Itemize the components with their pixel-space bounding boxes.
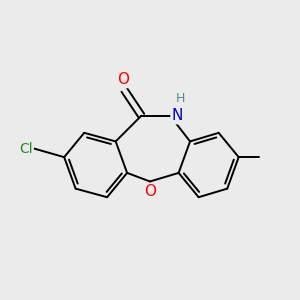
Text: O: O bbox=[144, 184, 156, 199]
Text: N: N bbox=[172, 108, 183, 123]
Text: O: O bbox=[117, 72, 129, 87]
Text: Cl: Cl bbox=[19, 142, 33, 156]
Text: H: H bbox=[176, 92, 186, 105]
